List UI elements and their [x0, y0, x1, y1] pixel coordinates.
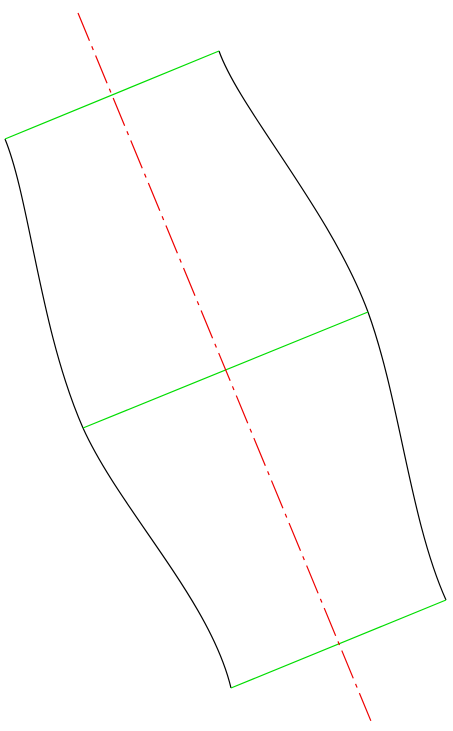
right-upper-curve	[218, 50, 369, 313]
center-axis	[77, 12, 374, 727]
left-lower-curve	[82, 427, 232, 689]
right-lower-curve	[367, 311, 447, 601]
outline	[4, 50, 447, 689]
top-section	[4, 50, 220, 140]
left-upper-curve	[4, 138, 84, 429]
